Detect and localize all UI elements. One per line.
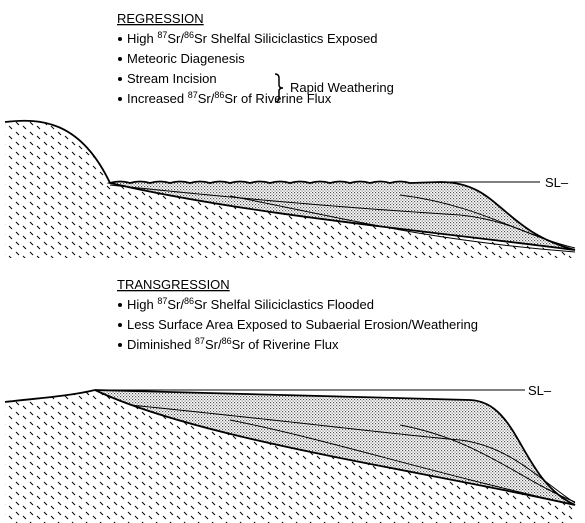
- bullet: [118, 37, 122, 41]
- text-part: Increased: [127, 91, 188, 106]
- text-part: Diminished: [127, 337, 195, 352]
- bullet: [118, 77, 122, 81]
- bullet: [118, 343, 122, 347]
- text-part: Sr of Riverine Flux: [232, 337, 339, 352]
- section-title: TRANSGRESSION: [117, 277, 230, 292]
- text-part: Sr Shelfal Siliciclastics Flooded: [194, 297, 374, 312]
- text-part: High: [127, 31, 157, 46]
- isotope-mass: 87: [157, 296, 167, 306]
- sea-level-label: SL–: [528, 383, 552, 398]
- isotope-mass: 86: [214, 90, 224, 100]
- bullet-text: High 87Sr/86Sr Shelfal Siliciclastics Fl…: [127, 296, 374, 312]
- bullet: [118, 57, 122, 61]
- text-part: Sr/: [198, 91, 215, 106]
- bullet: [118, 97, 122, 101]
- section-title: REGRESSION: [117, 11, 204, 26]
- bullet-text: Stream Incision: [127, 71, 217, 86]
- text-part: Sr/: [167, 297, 184, 312]
- isotope-mass: 86: [184, 30, 194, 40]
- bullet: [118, 323, 122, 327]
- isotope-mass: 87: [188, 90, 198, 100]
- isotope-mass: 87: [157, 30, 167, 40]
- bullet-text: Meteoric Diagenesis: [127, 51, 245, 66]
- bullet: [118, 303, 122, 307]
- text-part: Sr Shelfal Siliciclastics Exposed: [194, 31, 378, 46]
- text-part: Sr/: [167, 31, 184, 46]
- isotope-mass: 87: [195, 336, 205, 346]
- brace-label: Rapid Weathering: [290, 80, 394, 95]
- figure: REGRESSIONHigh 87Sr/86Sr Shelfal Silicic…: [0, 0, 585, 523]
- isotope-mass: 86: [184, 296, 194, 306]
- isotope-mass: 86: [222, 336, 232, 346]
- sea-level-label: SL–: [545, 175, 569, 190]
- bullet-text: Less Surface Area Exposed to Subaerial E…: [127, 317, 478, 332]
- bullet-text: Diminished 87Sr/86Sr of Riverine Flux: [127, 336, 339, 352]
- transgression-section: [5, 390, 575, 523]
- bullet-text: High 87Sr/86Sr Shelfal Siliciclastics Ex…: [127, 30, 378, 46]
- regression-section: [0, 121, 585, 298]
- text-part: High: [127, 297, 157, 312]
- text-part: Sr/: [205, 337, 222, 352]
